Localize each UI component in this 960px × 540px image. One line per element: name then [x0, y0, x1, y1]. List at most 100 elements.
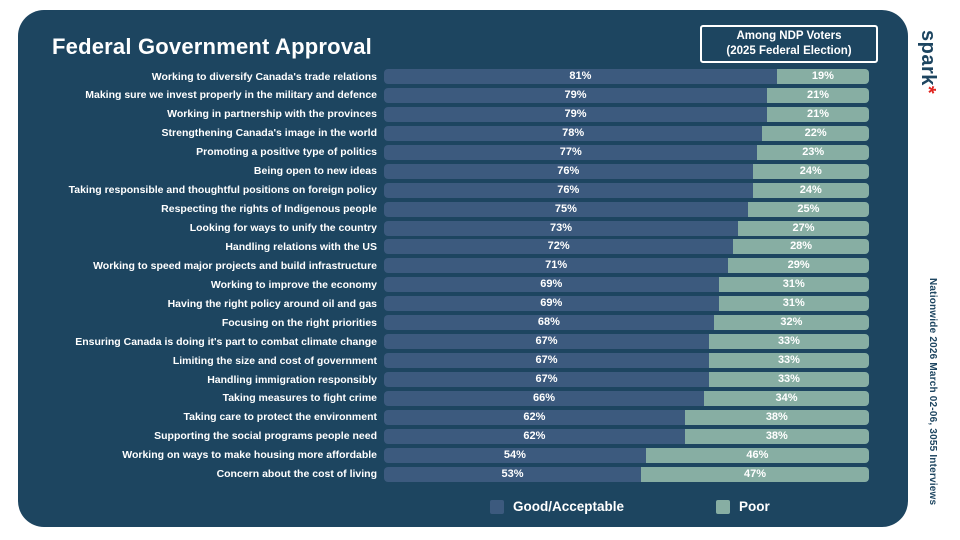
good-value: 73% [550, 221, 573, 234]
poor-segment: 19% [776, 69, 869, 84]
poor-segment: 46% [645, 447, 869, 463]
stacked-bar: 77% 23% [384, 144, 869, 160]
poor-segment: 33% [708, 353, 869, 369]
subgroup-badge: Among NDP Voters (2025 Federal Election) [700, 25, 878, 63]
stacked-bar: 67% 33% [384, 353, 869, 369]
category-label: Handling immigration responsibly [207, 373, 377, 386]
good-value: 69% [540, 278, 563, 291]
poor-segment: 31% [718, 296, 869, 312]
stacked-bar: 54% 46% [384, 447, 869, 463]
poor-value: 27% [792, 221, 815, 234]
category-label: Promoting a positive type of politics [196, 146, 377, 159]
stacked-bar: 69% 31% [384, 277, 869, 293]
category-label: Making sure we invest properly in the mi… [85, 89, 377, 102]
chart-legend: Good/Acceptable Poor [490, 499, 770, 514]
good-value: 54% [503, 448, 526, 461]
category-label: Being open to new ideas [253, 165, 377, 178]
chart-row: Looking for ways to unify the country 73%… [18, 220, 876, 236]
legend-item-poor: Poor [716, 499, 770, 514]
good-segment: 62% [384, 409, 685, 425]
poor-segment: 21% [767, 106, 869, 122]
category-label: Taking care to protect the environment [183, 411, 377, 424]
category-label: Handling relations with the US [225, 240, 377, 253]
poor-segment: 31% [718, 277, 869, 293]
category-label: Concern about the cost of living [216, 468, 377, 481]
poor-segment: 38% [684, 409, 869, 425]
chart-row: Concern about the cost of living 53% 47% [18, 466, 876, 482]
chart-row: Supporting the social programs people ne… [18, 428, 876, 444]
chart-row: Working in partnership with the province… [18, 106, 876, 122]
stacked-bar: 78% 22% [384, 125, 869, 141]
category-label: Focusing on the right priorities [221, 316, 377, 329]
good-segment: 79% [384, 87, 768, 103]
poor-value: 21% [807, 88, 830, 101]
good-segment: 77% [384, 144, 758, 160]
good-segment: 67% [384, 334, 709, 350]
poor-segment: 33% [708, 334, 869, 350]
chart-row: Taking responsible and thoughtful positi… [18, 182, 876, 198]
category-label: Limiting the size and cost of government [172, 354, 377, 367]
poor-value: 21% [807, 107, 830, 120]
good-value: 66% [533, 391, 556, 404]
stacked-bar: 75% 25% [384, 201, 869, 217]
poor-value: 24% [799, 183, 822, 196]
report-card: Federal Government Approval Among NDP Vo… [18, 10, 908, 527]
chart-row: Working to diversify Canada's trade rela… [18, 69, 876, 84]
category-label: Looking for ways to unify the country [189, 222, 377, 234]
legend-label-good: Good/Acceptable [513, 499, 625, 514]
poor-value: 33% [777, 354, 800, 367]
poor-value: 31% [782, 297, 805, 310]
logo-asterisk-icon: * [917, 85, 939, 95]
category-label: Having the right policy around oil and g… [167, 297, 377, 310]
chart-row: Working on ways to make housing more aff… [18, 447, 876, 463]
category-label: Ensuring Canada is doing it's part to co… [75, 335, 377, 348]
poor-value: 34% [775, 391, 798, 404]
stacked-bar: 79% 21% [384, 106, 869, 122]
chart-row: Handling immigration responsibly 67% 33% [18, 372, 876, 387]
poor-value: 29% [787, 259, 810, 272]
chart-row: Strengthening Canada's image in the worl… [18, 125, 876, 141]
category-label: Working to improve the economy [210, 278, 377, 291]
category-label: Working to speed major projects and buil… [93, 259, 377, 272]
bar-rows: Working to diversify Canada's trade rela… [18, 69, 876, 482]
chart-row: Promoting a positive type of politics 77%… [18, 144, 876, 160]
good-value: 79% [564, 107, 587, 120]
spark-logo: spark* [916, 30, 939, 94]
poor-value: 46% [746, 448, 769, 461]
category-label: Supporting the social programs people ne… [154, 430, 377, 443]
poor-segment: 28% [733, 239, 869, 255]
chart-row: Taking measures to fight crime 66% 34% [18, 390, 876, 406]
poor-value: 23% [802, 145, 825, 158]
poor-swatch [716, 499, 731, 514]
good-segment: 76% [384, 163, 753, 179]
good-segment: 69% [384, 277, 719, 293]
stacked-bar: 62% 38% [384, 409, 869, 425]
chart-row: Focusing on the right priorities 68% 32% [18, 315, 876, 331]
good-segment: 54% [384, 447, 646, 463]
stacked-bar: 67% 33% [384, 334, 869, 350]
chart-row: Working to improve the economy 69% 31% [18, 277, 876, 293]
chart-row: Making sure we invest properly in the mi… [18, 87, 876, 103]
poor-segment: 38% [684, 428, 869, 444]
stacked-bar: 76% 24% [384, 182, 869, 198]
good-value: 77% [559, 145, 582, 158]
good-segment: 67% [384, 353, 709, 369]
good-segment: 76% [384, 182, 753, 198]
category-label: Taking responsible and thoughtful positi… [68, 184, 377, 197]
good-segment: 75% [384, 201, 748, 217]
good-segment: 73% [384, 220, 739, 236]
good-segment: 72% [384, 239, 734, 255]
chart-row: Taking care to protect the environment 62… [18, 409, 876, 425]
stacked-bar: 53% 47% [384, 466, 869, 482]
poor-value: 38% [765, 410, 788, 423]
good-segment: 69% [384, 296, 719, 312]
chart-row: Having the right policy around oil and g… [18, 296, 876, 312]
category-label: Working on ways to make housing more aff… [122, 449, 377, 462]
poor-segment: 29% [728, 258, 869, 274]
good-value: 75% [554, 202, 577, 215]
good-value: 76% [557, 164, 580, 177]
good-value: 67% [535, 373, 558, 385]
stacked-bar: 62% 38% [384, 428, 869, 444]
good-segment: 62% [384, 428, 685, 444]
stacked-bar: 76% 24% [384, 163, 869, 179]
